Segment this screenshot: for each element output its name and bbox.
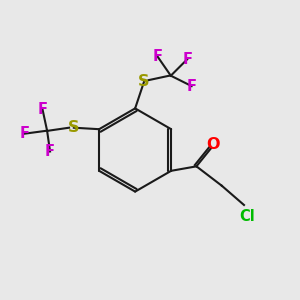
Text: S: S — [138, 74, 150, 89]
Text: F: F — [182, 52, 192, 67]
Text: F: F — [20, 126, 30, 141]
Text: F: F — [152, 49, 162, 64]
Text: F: F — [38, 102, 48, 117]
Text: F: F — [45, 144, 55, 159]
Text: S: S — [68, 120, 80, 135]
Text: O: O — [206, 137, 220, 152]
Text: Cl: Cl — [239, 209, 255, 224]
Text: F: F — [187, 79, 196, 94]
